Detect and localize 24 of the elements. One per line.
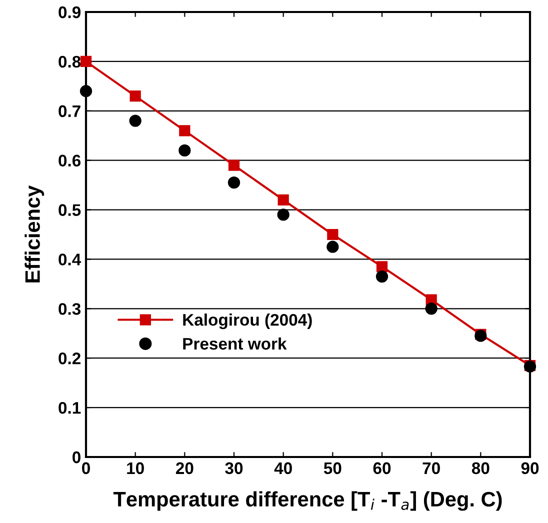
y-tick-label: 0.2 <box>58 352 80 364</box>
y-tick-label: 0 <box>72 451 80 464</box>
x-tick-label: 40 <box>274 462 292 474</box>
y-tick-label: 0.1 <box>58 402 81 414</box>
y-tick-label: 0.6 <box>58 154 81 167</box>
x-tick-label: 70 <box>422 462 440 474</box>
x-axis-title: Temperature difference [T$_{i}$ -T$_{a}$] (Deg. C) <box>113 491 502 511</box>
x-tick-label: 20 <box>176 462 194 474</box>
y-tick-label: 0.3 <box>58 303 81 315</box>
y-tick-label: 0.4 <box>58 254 82 266</box>
x-tick-label: 90 <box>521 462 539 474</box>
x-tick-label: 0 <box>82 462 90 474</box>
x-tick-label: 30 <box>225 462 243 474</box>
x-tick-label: 60 <box>373 462 391 474</box>
y-axis-title: Efficiency <box>24 185 44 282</box>
y-tick-label: 0.9 <box>58 6 81 18</box>
y-tick-label: 0.7 <box>58 105 80 118</box>
x-tick-label: 50 <box>324 462 342 474</box>
x-tick-label: 10 <box>127 462 144 474</box>
x-tick-label: 80 <box>472 462 490 474</box>
legend-label: Present work <box>183 337 287 350</box>
y-tick-label: 0.8 <box>58 56 81 68</box>
y-tick-label: 0.5 <box>58 204 81 216</box>
legend-label: Kalogirou (2004) <box>183 314 312 330</box>
